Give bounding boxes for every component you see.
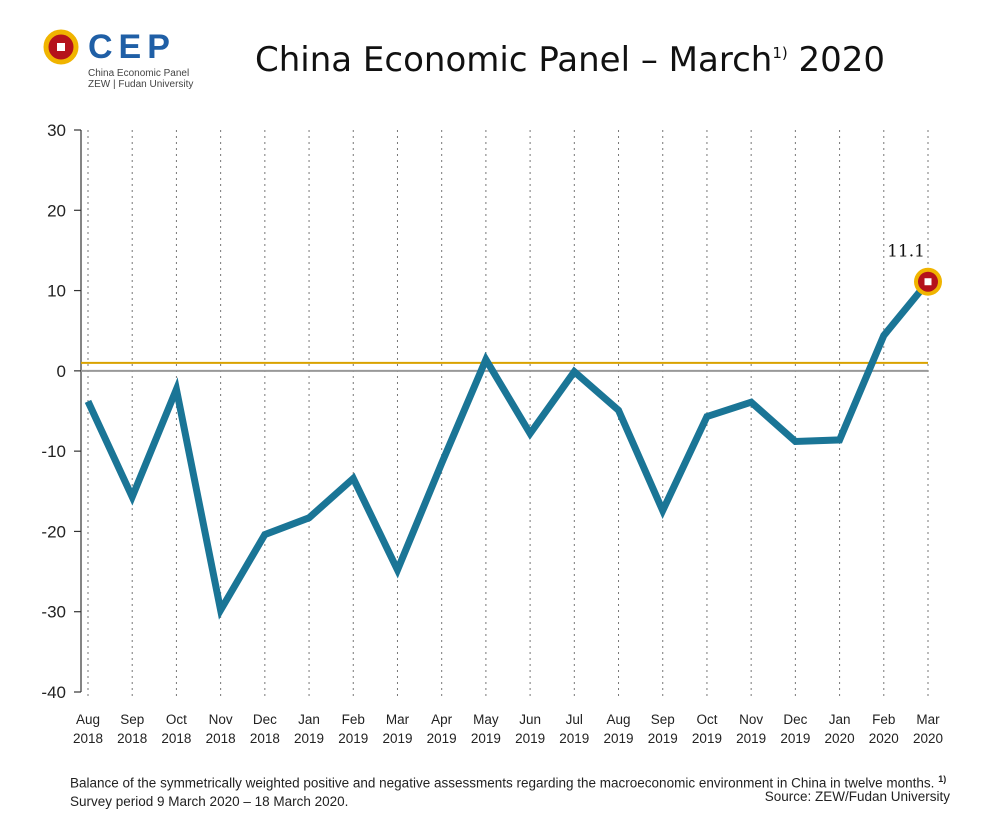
x-tick-label-month: Feb [872, 712, 895, 727]
caption-text: Balance of the symmetrically weighted po… [70, 775, 935, 791]
last-value-label: 11.1 [887, 242, 925, 262]
x-tick-label-month: Mar [916, 712, 940, 727]
x-tick-label-month: Jan [829, 712, 851, 727]
y-tick-label: 20 [47, 201, 66, 220]
caption-source: Source: ZEW/Fudan University [764, 789, 950, 804]
x-tick-label-month: Jul [566, 712, 583, 727]
chart-title-year: 2020 [798, 40, 886, 80]
x-tick-label-month: Oct [166, 712, 187, 727]
x-tick-label-month: Apr [431, 712, 453, 727]
x-tick-label-year: 2018 [117, 731, 147, 746]
caption-footnote-mark: 1) [938, 774, 947, 784]
x-tick-label-month: Oct [696, 712, 717, 727]
logo-subtitle-line2: ZEW | Fudan University [88, 79, 194, 90]
logo-subtitle-line1: China Economic Panel [88, 68, 190, 79]
y-tick-label: 10 [47, 282, 66, 301]
y-tick-label: -40 [41, 683, 66, 702]
x-tick-label-month: Mar [386, 712, 410, 727]
x-tick-label-year: 2018 [250, 731, 280, 746]
x-tick-label-month: Dec [783, 712, 807, 727]
x-tick-label-year: 2019 [338, 731, 368, 746]
x-tick-label-year: 2019 [604, 731, 634, 746]
chart-title: China Economic Panel – March1) 2020 [255, 40, 885, 80]
x-tick-label-year: 2019 [736, 731, 766, 746]
x-tick-label-year: 2019 [648, 731, 678, 746]
logo-emblem-icon [43, 29, 79, 65]
y-tick-label: -30 [41, 603, 66, 622]
x-tick-label-year: 2019 [382, 731, 412, 746]
x-tick-label-year: 2019 [559, 731, 589, 746]
logo-text: CEP [88, 28, 176, 66]
y-tick-label: -10 [41, 442, 66, 461]
chart-title-footnote-mark: 1) [772, 44, 788, 62]
x-tick-label-month: Jan [298, 712, 320, 727]
x-tick-label-month: Sep [651, 712, 675, 727]
x-tick-label-month: May [473, 712, 499, 727]
x-tick-label-year: 2019 [515, 731, 545, 746]
x-tick-label-month: Aug [607, 712, 631, 727]
x-tick-label-year: 2018 [206, 731, 236, 746]
x-tick-label-month: Aug [76, 712, 100, 727]
cep-logo [42, 28, 202, 88]
x-tick-label-year: 2019 [692, 731, 722, 746]
x-tick-label-year: 2018 [73, 731, 103, 746]
x-tick-label-month: Feb [342, 712, 365, 727]
y-tick-label: 30 [47, 121, 66, 140]
caption-footnote: Survey period 9 March 2020 – 18 March 20… [70, 793, 349, 809]
x-tick-label-year: 2019 [294, 731, 324, 746]
y-tick-label: -20 [41, 522, 66, 541]
x-tick-label-year: 2020 [913, 731, 943, 746]
x-tick-label-year: 2018 [161, 731, 191, 746]
x-tick-label-year: 2020 [825, 731, 855, 746]
x-tick-label-month: Sep [120, 712, 144, 727]
x-tick-label-month: Nov [209, 712, 233, 727]
x-tick-label-year: 2020 [869, 731, 899, 746]
last-value-marker-center [924, 278, 932, 286]
series-line [84, 279, 931, 620]
x-tick-label-year: 2019 [780, 731, 810, 746]
x-tick-label-month: Dec [253, 712, 277, 727]
x-tick-label-month: Jun [519, 712, 541, 727]
chart-title-main: China Economic Panel – March [255, 40, 773, 80]
chart-caption: Balance of the symmetrically weighted po… [70, 770, 950, 811]
x-tick-label-year: 2019 [471, 731, 501, 746]
y-tick-label: 0 [57, 362, 66, 381]
x-tick-label-month: Nov [739, 712, 763, 727]
x-tick-label-year: 2019 [427, 731, 457, 746]
